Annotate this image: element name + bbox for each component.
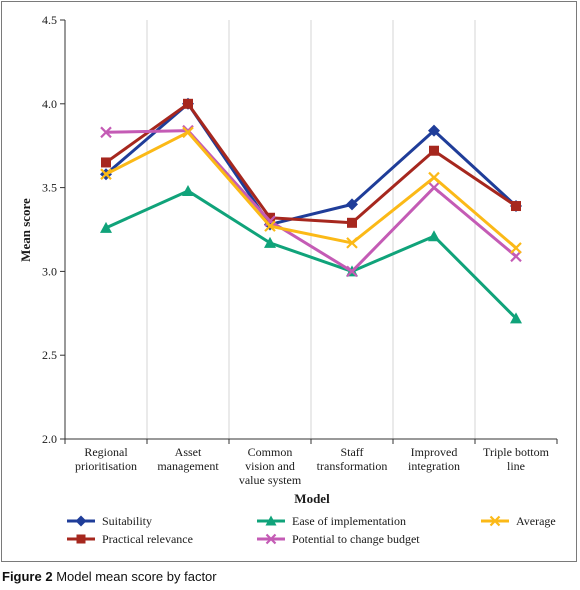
x-axis-label: Model bbox=[294, 491, 330, 506]
data-point bbox=[182, 184, 194, 196]
series-line bbox=[105, 102, 517, 225]
data-point bbox=[510, 242, 522, 254]
legend-item-average: Average bbox=[480, 513, 556, 529]
y-tick-label: 3.5 bbox=[42, 181, 57, 195]
legend-label: Practical relevance bbox=[102, 531, 193, 546]
data-point bbox=[510, 250, 522, 263]
x-tick-labels: Regional prioritisation Asset management Com… bbox=[75, 445, 550, 487]
figure-number: Figure 2 bbox=[2, 569, 53, 584]
y-tick-label: 4.5 bbox=[42, 13, 57, 27]
legend-swatch bbox=[67, 515, 95, 527]
figure-caption-text: Model mean score by factor bbox=[56, 569, 217, 584]
data-point bbox=[346, 198, 358, 211]
data-point bbox=[428, 181, 440, 194]
legend-swatch bbox=[257, 533, 285, 545]
legend-label: Suitability bbox=[102, 513, 153, 528]
y-tick-label: 3.0 bbox=[42, 264, 57, 278]
data-point bbox=[346, 237, 358, 249]
series-potential-to-change-budget bbox=[100, 124, 522, 278]
x-tick-label: Asset management bbox=[157, 445, 219, 473]
legend-item-practical-relevance: Practical relevance bbox=[66, 531, 193, 547]
legend-label: Ease of implementation bbox=[292, 513, 406, 528]
line-chart: 2.0 2.5 3.0 3.5 4.0 4.5 Regional prioritisatio… bbox=[18, 13, 558, 506]
figure-caption: Figure 2 Model mean score by factor bbox=[2, 569, 217, 584]
x-tick-label: Common vision and value system bbox=[239, 445, 302, 487]
y-tick-label: 2.0 bbox=[42, 432, 57, 446]
y-tick-labels: 2.0 2.5 3.0 3.5 4.0 4.5 bbox=[42, 13, 57, 446]
series-ease-of-implementation bbox=[100, 184, 522, 324]
data-point bbox=[100, 168, 112, 180]
data-point bbox=[511, 201, 521, 212]
series-line bbox=[105, 189, 518, 320]
data-point bbox=[183, 98, 193, 109]
legend-swatch-marker bbox=[265, 515, 277, 526]
y-tick-label: 4.0 bbox=[42, 97, 57, 111]
data-point bbox=[101, 157, 111, 168]
legend-swatch-marker bbox=[76, 534, 86, 544]
data-point bbox=[428, 230, 440, 242]
series-group bbox=[100, 97, 522, 324]
legend-item-potential-to-change-budget: Potential to change budget bbox=[256, 531, 420, 547]
data-point bbox=[428, 124, 440, 137]
grid-lines bbox=[146, 20, 476, 439]
legend-item-ease-of-implementation: Ease of implementation bbox=[256, 513, 406, 529]
x-tick-label: Improved integration bbox=[408, 445, 460, 473]
series-line bbox=[105, 129, 517, 273]
series-line bbox=[105, 130, 517, 250]
data-point bbox=[182, 126, 194, 139]
legend-swatch-marker bbox=[265, 533, 277, 545]
chart-frame bbox=[1, 1, 577, 562]
legend-item-suitability: Suitability bbox=[66, 513, 152, 529]
data-point bbox=[100, 221, 112, 233]
y-axis-label: Mean score bbox=[18, 198, 33, 262]
y-tick-label: 2.5 bbox=[42, 348, 57, 362]
x-tick-label: Staff transformation bbox=[317, 445, 388, 473]
series-line bbox=[105, 102, 518, 226]
data-point bbox=[429, 145, 439, 156]
data-point bbox=[264, 220, 276, 232]
series-practical-relevance bbox=[101, 98, 521, 228]
legend-swatch bbox=[257, 515, 285, 526]
x-tick-label: Triple bottom line bbox=[483, 445, 550, 473]
legend-label: Potential to change budget bbox=[292, 531, 420, 546]
legend-swatch-marker bbox=[75, 515, 87, 527]
legend-swatch bbox=[67, 534, 95, 544]
data-point bbox=[264, 236, 276, 248]
legend-label: Average bbox=[516, 513, 556, 528]
legend-swatch-marker bbox=[489, 515, 501, 527]
data-point bbox=[346, 265, 358, 278]
data-point bbox=[347, 217, 357, 228]
series-average bbox=[100, 126, 522, 254]
x-tick-label: Regional prioritisation bbox=[75, 445, 137, 473]
data-point bbox=[100, 126, 112, 139]
data-point bbox=[428, 171, 440, 184]
data-point bbox=[265, 212, 275, 223]
legend-swatch bbox=[481, 515, 509, 527]
data-point bbox=[510, 312, 522, 324]
axes bbox=[60, 19, 558, 444]
